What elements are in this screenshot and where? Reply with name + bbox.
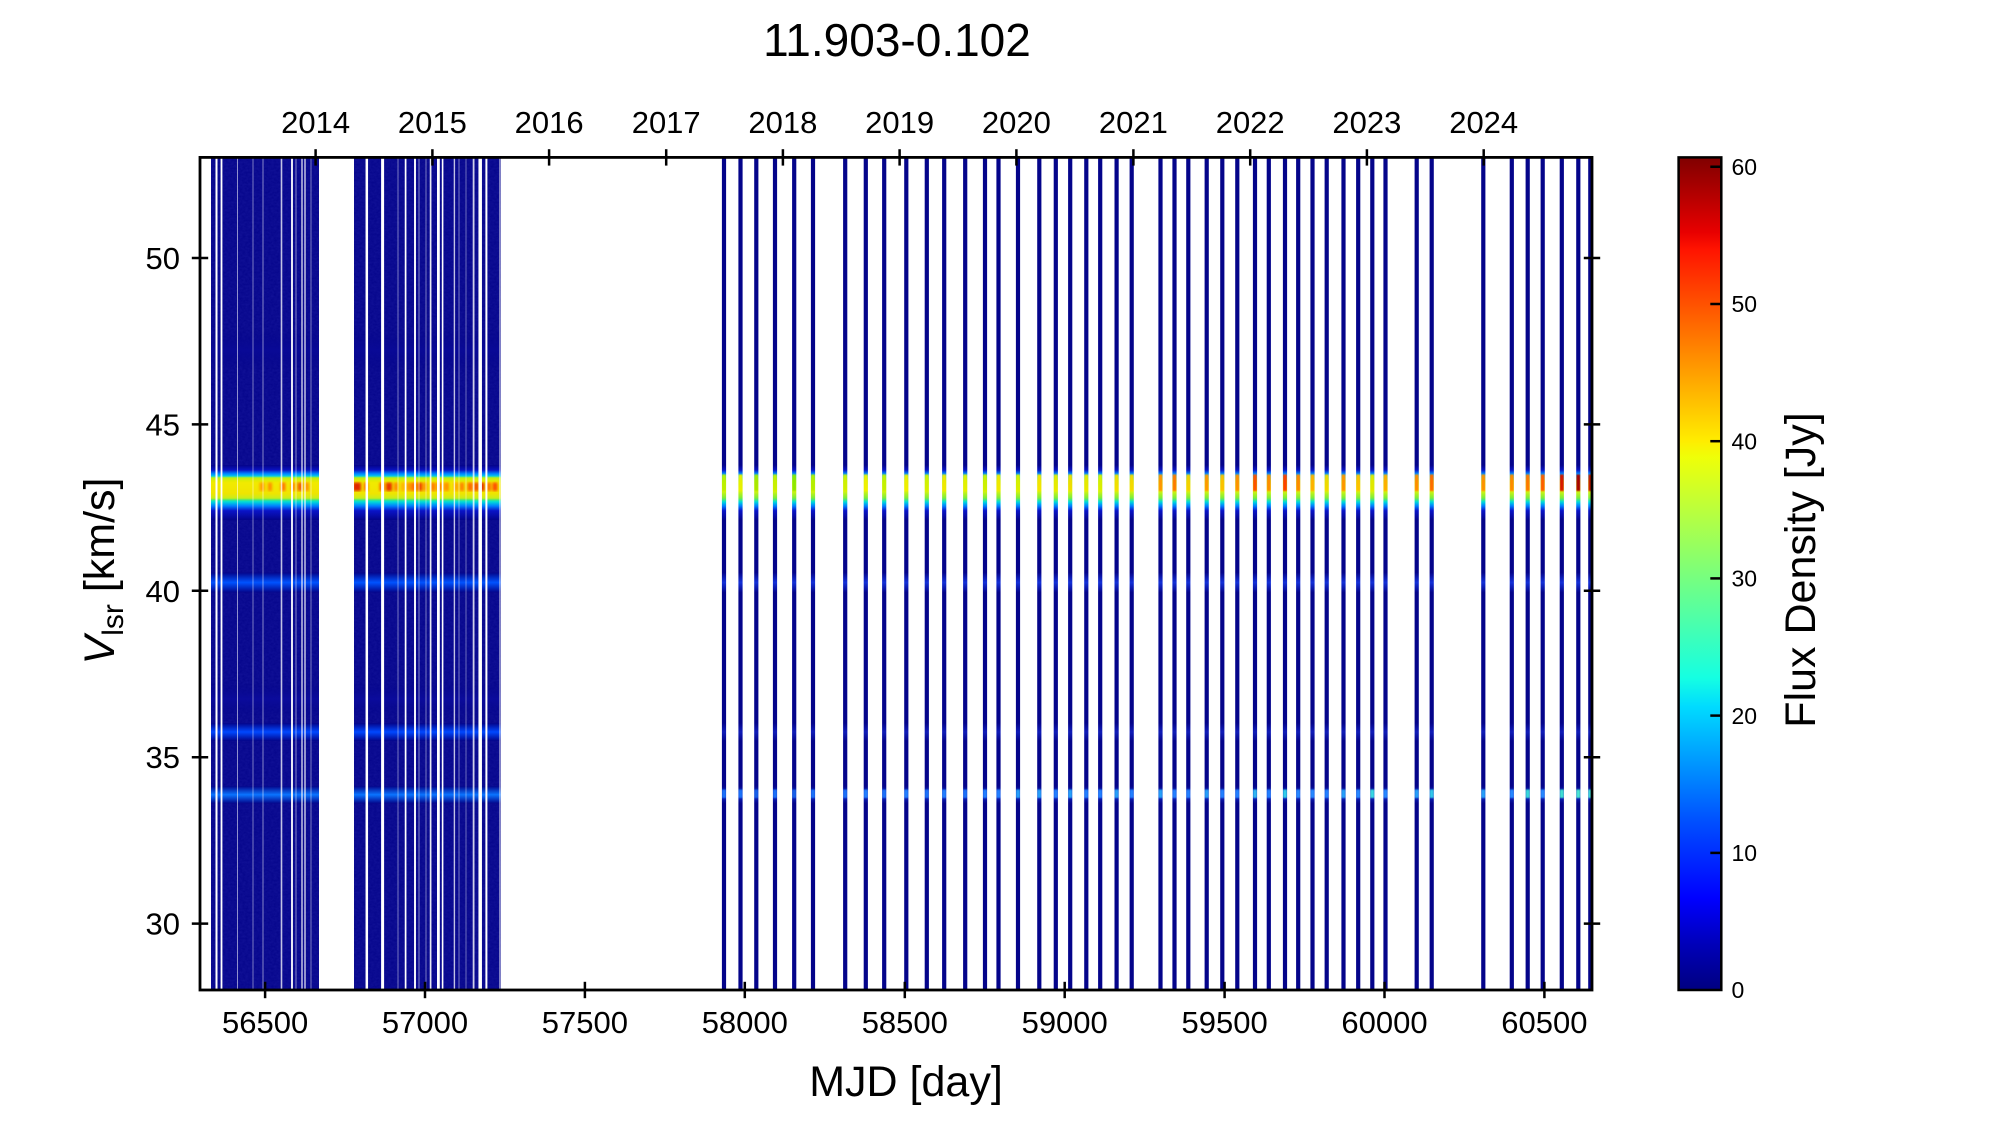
- svg-text:59000: 59000: [1022, 1005, 1108, 1040]
- svg-text:2016: 2016: [515, 105, 584, 140]
- svg-text:60500: 60500: [1501, 1005, 1587, 1040]
- svg-text:56500: 56500: [222, 1005, 308, 1040]
- svg-text:2023: 2023: [1332, 105, 1401, 140]
- svg-text:2022: 2022: [1216, 105, 1285, 140]
- svg-text:2014: 2014: [281, 105, 350, 140]
- svg-text:11.903-0.102: 11.903-0.102: [763, 14, 1031, 66]
- svg-text:50: 50: [1732, 291, 1758, 317]
- svg-text:35: 35: [146, 740, 180, 775]
- svg-text:10: 10: [1732, 840, 1758, 866]
- svg-text:58000: 58000: [702, 1005, 788, 1040]
- svg-text:40: 40: [1732, 428, 1758, 454]
- svg-text:40: 40: [146, 574, 180, 609]
- svg-text:30: 30: [1732, 566, 1758, 592]
- svg-text:20: 20: [1732, 703, 1758, 729]
- svg-text:Vlsr [km/s]: Vlsr [km/s]: [76, 478, 130, 665]
- svg-text:2017: 2017: [632, 105, 701, 140]
- svg-text:50: 50: [146, 241, 180, 276]
- svg-text:Flux Density [Jy]: Flux Density [Jy]: [1777, 412, 1825, 727]
- svg-text:30: 30: [146, 907, 180, 942]
- svg-text:0: 0: [1732, 977, 1745, 1003]
- svg-text:2020: 2020: [982, 105, 1051, 140]
- svg-text:60: 60: [1732, 154, 1758, 180]
- svg-text:57000: 57000: [382, 1005, 468, 1040]
- svg-text:MJD [day]: MJD [day]: [809, 1058, 1003, 1106]
- svg-text:59500: 59500: [1181, 1005, 1267, 1040]
- svg-text:2024: 2024: [1449, 105, 1518, 140]
- svg-text:2015: 2015: [398, 105, 467, 140]
- svg-text:2018: 2018: [748, 105, 817, 140]
- svg-text:57500: 57500: [542, 1005, 628, 1040]
- svg-text:45: 45: [146, 407, 180, 442]
- svg-text:58500: 58500: [862, 1005, 948, 1040]
- svg-text:60000: 60000: [1341, 1005, 1427, 1040]
- svg-text:2021: 2021: [1099, 105, 1168, 140]
- svg-text:2019: 2019: [865, 105, 934, 140]
